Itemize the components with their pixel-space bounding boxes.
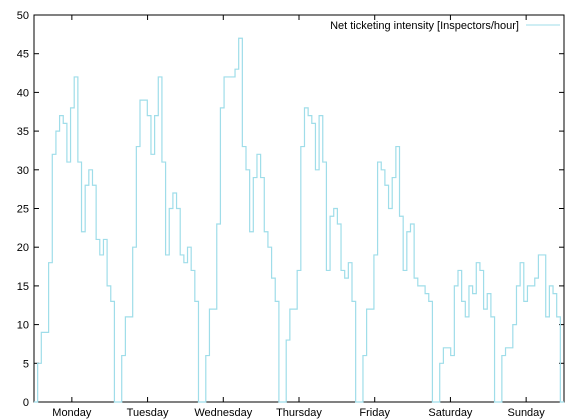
- x-tick-label: Sunday: [507, 407, 545, 419]
- x-tick-label: Friday: [359, 407, 390, 419]
- legend-label: Net ticketing intensity [Inspectors/hour…: [330, 20, 519, 32]
- series-line: [34, 37, 564, 403]
- x-tick-label: Tuesday: [127, 407, 169, 419]
- x-tick-label: Monday: [52, 407, 92, 419]
- x-axis: Monday Tuesday Wednesday Thursday Friday Satu…: [52, 15, 545, 419]
- y-tick-label: 0: [23, 397, 29, 409]
- y-tick-label: 25: [17, 204, 29, 216]
- y-tick-label: 50: [17, 10, 29, 22]
- x-tick-label: Saturday: [428, 407, 473, 419]
- y-tick-label: 30: [17, 165, 29, 177]
- y-tick-label: 10: [17, 320, 29, 332]
- y-tick-label: 35: [17, 126, 29, 138]
- x-tick-label: Wednesday: [194, 407, 252, 419]
- y-tick-label: 5: [23, 358, 29, 370]
- x-tick-label: Thursday: [276, 407, 322, 419]
- legend: Net ticketing intensity [Inspectors/hour…: [330, 20, 560, 32]
- y-tick-label: 20: [17, 242, 29, 254]
- y-tick-label: 40: [17, 87, 29, 99]
- plot-frame: [33, 14, 565, 403]
- y-tick-label: 15: [17, 281, 29, 293]
- series-layer: [34, 37, 564, 403]
- y-tick-label: 45: [17, 49, 29, 61]
- y-axis: 0 5 10 15 20 25 30 35 40 45 50: [17, 10, 564, 409]
